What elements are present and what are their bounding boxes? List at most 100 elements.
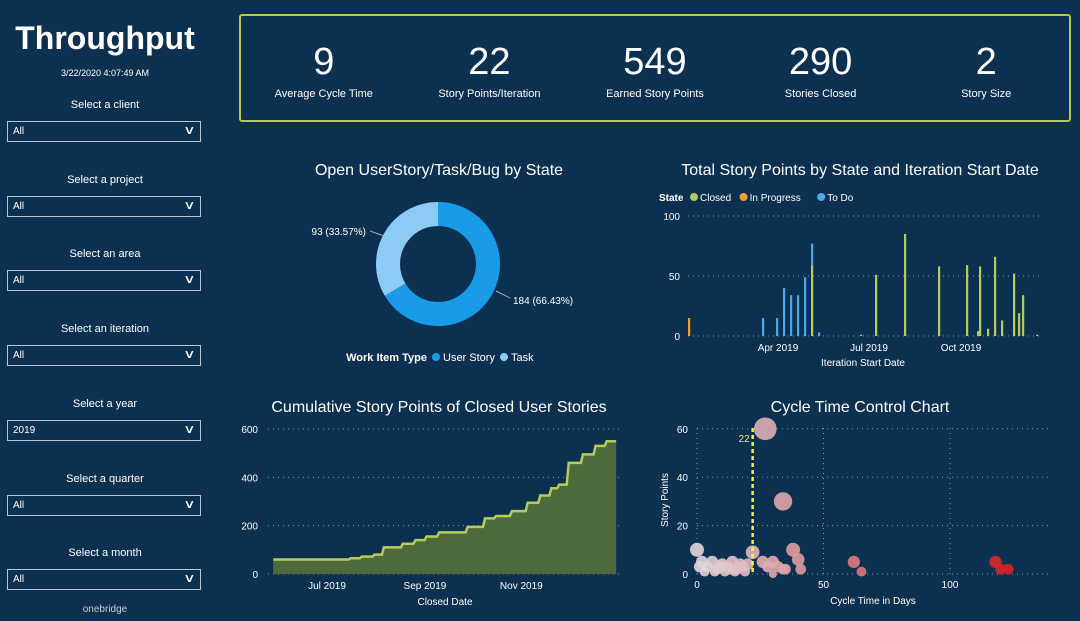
scatter-point	[791, 553, 805, 566]
legend-marker	[432, 353, 440, 361]
leader-line	[495, 290, 511, 299]
legend-marker	[500, 353, 508, 361]
y-tick-label: 0	[252, 570, 258, 581]
dropdown-value: All	[13, 275, 25, 286]
legend-item: In Progress	[750, 193, 801, 204]
scatter-point	[995, 563, 1006, 575]
scatter-point	[689, 542, 705, 557]
bar-segment	[790, 295, 793, 336]
y-tick-label: 200	[241, 522, 258, 533]
legend-item: Task	[511, 352, 534, 364]
x-tick-label: 100	[942, 580, 959, 591]
kpi-label: Average Cycle Time	[274, 88, 373, 100]
filter-label: Select an area	[69, 248, 141, 260]
bar-segment	[811, 265, 814, 336]
y-tick-label: 100	[663, 212, 680, 223]
scatter-point	[768, 570, 777, 578]
chevron-down-icon: ∨	[183, 347, 196, 361]
x-tick-label: Sep 2019	[404, 581, 447, 592]
bar-chart-title: Total Story Points by State and Iteratio…	[681, 162, 1039, 179]
scatter-point	[773, 492, 793, 511]
bar-segment	[818, 332, 821, 336]
chevron-down-icon: ∨	[183, 497, 196, 511]
y-tick-label: 0	[682, 570, 688, 581]
filter-label: Select a project	[67, 174, 143, 186]
bar-segment	[804, 277, 807, 336]
scatter-point	[1002, 563, 1014, 575]
filter-dropdown[interactable]: All ∨	[7, 196, 201, 217]
cumulative-line	[273, 440, 617, 561]
bar-segment	[797, 295, 800, 336]
dropdown-value: All	[13, 350, 25, 361]
bar-segment	[783, 288, 786, 336]
bar-segment	[762, 318, 765, 336]
dropdown-value: All	[13, 574, 25, 585]
scatter-point	[847, 555, 860, 569]
filter-dropdown[interactable]: All ∨	[7, 569, 201, 590]
kpi-label: Story Size	[961, 88, 1012, 100]
bar-segment	[994, 256, 997, 336]
bar-segment	[860, 334, 863, 336]
donut-slice	[384, 202, 500, 326]
donut-chart-title: Open UserStory/Task/Bug by State	[314, 162, 564, 179]
legend-marker	[690, 193, 698, 201]
x-tick-label: 0	[694, 580, 700, 591]
y-tick-label: 400	[241, 473, 258, 484]
y-tick-label: 600	[241, 425, 258, 436]
kpi-label: Earned Story Points	[606, 88, 704, 100]
filter-dropdown[interactable]: 2019 ∨	[7, 420, 201, 441]
reference-line-label: 22	[739, 434, 751, 445]
legend-marker	[817, 193, 826, 201]
x-tick-label: 50	[818, 580, 830, 591]
legend-title: State	[659, 193, 684, 204]
timestamp: 3/22/2020 4:07:49 AM	[60, 68, 150, 78]
kpi-label: Stories Closed	[784, 88, 857, 100]
scatter-point	[693, 561, 706, 573]
scatter-point	[724, 563, 736, 575]
bar-segment	[1036, 334, 1039, 336]
scatter-point	[786, 542, 801, 557]
kpi-card-strip: 9 Average Cycle Time 22 Story Points/Itera…	[239, 14, 1071, 122]
bar-segment	[1013, 273, 1016, 336]
y-tick-label: 20	[677, 522, 689, 533]
area-fill	[273, 441, 617, 574]
kpi-value: 290	[788, 41, 853, 83]
filter-dropdown[interactable]: All ∨	[7, 495, 201, 516]
leader-line	[369, 230, 385, 237]
kpi-story-size: 2 Story Size	[903, 16, 1069, 120]
chevron-down-icon: ∨	[183, 123, 196, 137]
chevron-down-icon: ∨	[183, 571, 196, 585]
kpi-average-cycle-time: 9 Average Cycle Time	[241, 16, 407, 120]
kpi-value: 9	[313, 41, 335, 83]
kpi-earned-story-points: 549 Earned Story Points	[572, 16, 738, 120]
area-chart-title: Cumulative Story Points of Closed User S…	[271, 399, 607, 416]
kpi-value: 22	[468, 41, 511, 83]
y-tick-label: 40	[677, 473, 689, 484]
bar-segment	[811, 243, 814, 266]
bar-segment	[875, 274, 878, 336]
scatter-point	[734, 558, 746, 571]
filter-label: Select an iteration	[60, 323, 150, 335]
filter-dropdown[interactable]: All ∨	[7, 345, 201, 366]
filter-dropdown[interactable]: All ∨	[7, 270, 201, 291]
scatter-point	[714, 561, 726, 573]
bar-segment	[1022, 295, 1025, 336]
legend-item: User Story	[443, 352, 495, 364]
x-tick-label: Oct 2019	[941, 343, 982, 354]
x-tick-label: Jul 2019	[308, 581, 346, 592]
filter-label: Select a year	[72, 398, 138, 410]
bar-segment	[904, 234, 907, 336]
filter-dropdown[interactable]: All ∨	[7, 121, 201, 142]
dropdown-value: All	[13, 500, 25, 511]
onebridge-logo: onebridge	[82, 604, 128, 615]
y-tick-label: 0	[674, 332, 680, 343]
chevron-down-icon: ∨	[183, 272, 196, 286]
x-tick-label: Apr 2019	[758, 343, 799, 354]
kpi-label: Story Points/Iteration	[438, 88, 541, 100]
dropdown-value: All	[13, 126, 25, 137]
legend-marker	[739, 193, 748, 201]
kpi-value: 2	[975, 41, 997, 83]
dropdown-value: All	[13, 201, 25, 212]
scatter-point	[780, 563, 791, 575]
